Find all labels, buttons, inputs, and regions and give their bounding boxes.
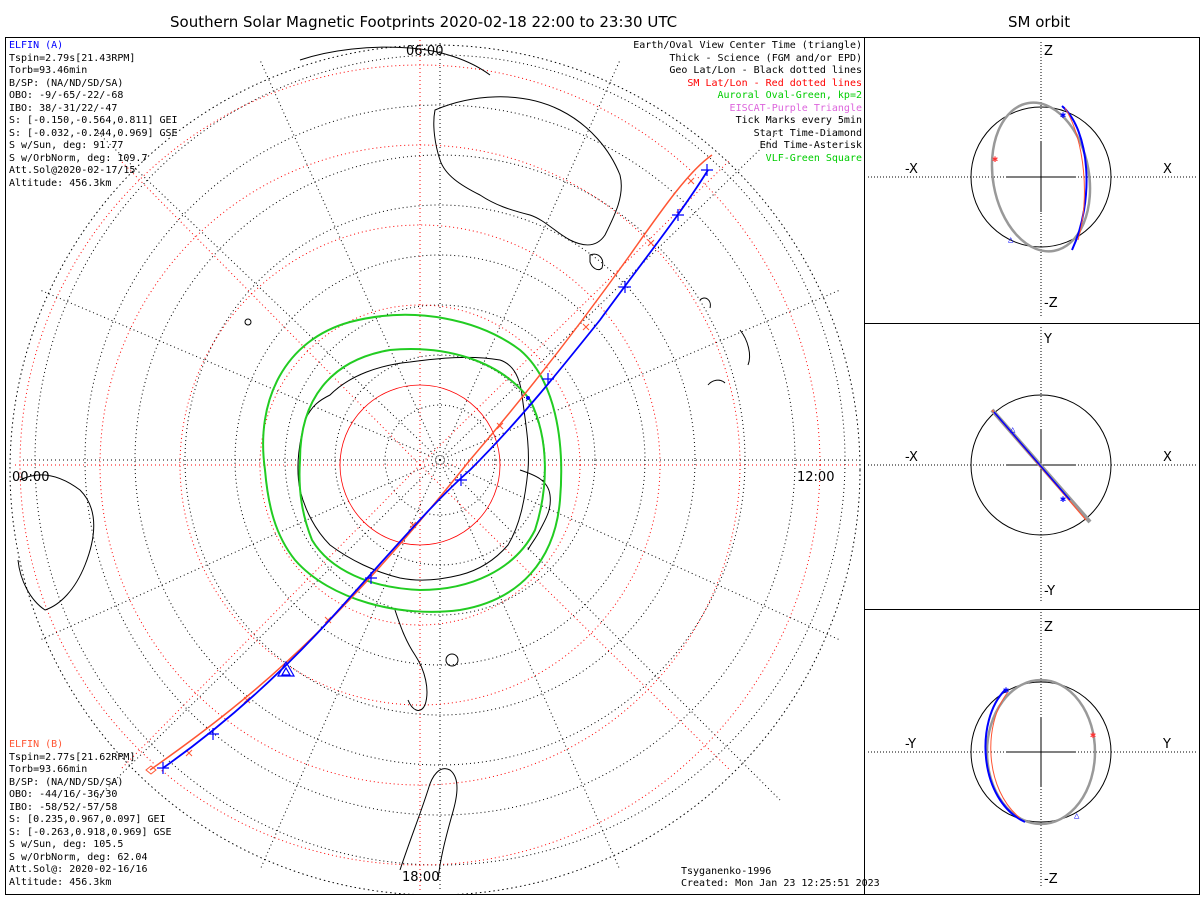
legend: Earth/Oval View Center Time (triangle) T… bbox=[633, 40, 862, 165]
auroral-oval bbox=[262, 313, 563, 613]
orbit-xy-top-label: Y bbox=[1044, 332, 1052, 347]
svg-text:✱: ✱ bbox=[1060, 110, 1066, 121]
orbit-plot-xy: △ ✱ bbox=[868, 327, 1198, 602]
orbit-xy-bottom-label: -Y bbox=[1044, 584, 1056, 599]
elfin-b-line: S w/OrbNorm, deg: 62.04 bbox=[9, 851, 148, 863]
elfin-b-line: Altitude: 456.3km bbox=[9, 876, 112, 888]
orbit-xy-left-label: -X bbox=[905, 450, 918, 465]
elfin-a-line: B/SP: (NA/ND/SD/SA) bbox=[9, 77, 124, 89]
svg-text:△: △ bbox=[1008, 235, 1014, 245]
clock-label-bottom: 18:00 bbox=[402, 870, 440, 885]
legend-item: Start Time-Diamond bbox=[753, 127, 862, 139]
elfin-a-track bbox=[157, 164, 713, 774]
orbit-plot-xz: ✱ △ ✱ bbox=[868, 42, 1198, 316]
elfin-a-line: Torb=93.46min bbox=[9, 65, 88, 76]
legend-item: VLF-Green Square bbox=[765, 152, 862, 164]
legend-item: Auroral Oval-Green, kp=2 bbox=[717, 90, 863, 101]
created-credit: Created: Mon Jan 23 12:25:51 2023 bbox=[681, 878, 880, 889]
elfin-b-info: ELFIN (B) Tspin=2.77s[21.62RPM] Torb=93.… bbox=[9, 739, 172, 889]
elfin-b-line: Att.Sol@: 2020-02-16/16 bbox=[9, 864, 148, 875]
elfin-b-track bbox=[145, 154, 713, 775]
model-credit: Tsyganenko-1996 bbox=[681, 866, 772, 877]
legend-item: Earth/Oval View Center Time (triangle) bbox=[633, 40, 862, 51]
orbit-xz-top-label: Z bbox=[1044, 44, 1053, 59]
elfin-a-line: S: [-0.150,-0.564,0.811] GEI bbox=[9, 115, 178, 126]
elfin-a-line: S: [-0.032,-0.244,0.969] GSE bbox=[9, 127, 178, 139]
elfin-a-line: Altitude: 456.3km bbox=[9, 177, 112, 189]
geo-grid bbox=[20, 40, 860, 890]
elfin-a-line: IBO: 38/-31/22/-47 bbox=[9, 102, 118, 114]
elfin-b-line: S: [0.235,0.967,0.097] GEI bbox=[9, 814, 166, 825]
legend-item: Thick - Science (FGM and/or EPD) bbox=[669, 52, 862, 64]
orbit-yz-top-label: Z bbox=[1044, 620, 1053, 635]
orbit-xz-right-label: X bbox=[1163, 162, 1172, 177]
orbit-yz-bottom-label: -Z bbox=[1044, 872, 1058, 887]
svg-text:✱: ✱ bbox=[1060, 494, 1066, 505]
legend-item: EISCAT-Purple Triangle bbox=[729, 102, 862, 114]
svg-text:✱: ✱ bbox=[992, 154, 998, 165]
elfin-b-line: B/SP: (NA/ND/SD/SA) bbox=[9, 776, 124, 788]
plot-title: Southern Solar Magnetic Footprints 2020-… bbox=[170, 13, 678, 31]
orbit-xy-right-label: X bbox=[1163, 450, 1172, 465]
orbit-plot-yz: ✱ △ ✱ bbox=[868, 612, 1198, 888]
svg-text:△: △ bbox=[1010, 425, 1016, 435]
legend-item: Tick Marks every 5min bbox=[735, 115, 862, 126]
orbit-panel-title: SM orbit bbox=[1008, 13, 1071, 31]
coastlines bbox=[17, 46, 751, 881]
legend-item: Geo Lat/Lon - Black dotted lines bbox=[669, 65, 862, 76]
elfin-a-name: ELFIN (A) bbox=[9, 40, 64, 51]
elfin-b-line: OBO: -44/16/-36/30 bbox=[9, 789, 118, 800]
elfin-b-line: S w/Sun, deg: 105.5 bbox=[9, 839, 124, 850]
legend-item: End Time-Asterisk bbox=[759, 140, 862, 151]
clock-label-left: 00:00 bbox=[12, 470, 50, 485]
legend-item: SM Lat/Lon - Red dotted lines bbox=[687, 77, 862, 89]
orbit-xz-bottom-label: -Z bbox=[1044, 296, 1058, 311]
svg-text:✱: ✱ bbox=[1003, 685, 1009, 696]
elfin-b-line: S: [-0.263,0.918,0.969] GSE bbox=[9, 826, 172, 838]
polar-map bbox=[9, 40, 861, 894]
elfin-b-line: IBO: -58/52/-57/58 bbox=[9, 801, 118, 813]
elfin-a-line: Att.Sol@2020-02-17/15 bbox=[9, 165, 136, 176]
orbit-yz-right-label: Y bbox=[1163, 737, 1171, 752]
sm-grid bbox=[15, 40, 860, 890]
elfin-a-line: S w/OrbNorm, deg: 109.7 bbox=[9, 152, 148, 164]
orbit-yz-left-label: -Y bbox=[905, 737, 917, 752]
elfin-a-info: ELFIN (A) Tspin=2.79s[21.43RPM] Torb=93.… bbox=[9, 40, 178, 190]
elfin-a-line: OBO: -9/-65/-22/-68 bbox=[9, 90, 124, 101]
orbit-xz-left-label: -X bbox=[905, 162, 918, 177]
view-center-triangle bbox=[276, 660, 296, 677]
clock-label-top: 06:00 bbox=[406, 44, 444, 59]
elfin-b-name: ELFIN (B) bbox=[9, 739, 64, 750]
elfin-b-line: Tspin=2.77s[21.62RPM] bbox=[9, 751, 136, 763]
elfin-b-line: Torb=93.66min bbox=[9, 764, 88, 775]
clock-label-right: 12:00 bbox=[797, 470, 835, 485]
svg-text:✱: ✱ bbox=[1090, 730, 1096, 741]
elfin-a-line: S w/Sun, deg: 91.77 bbox=[9, 140, 124, 151]
svg-text:△: △ bbox=[1074, 811, 1080, 821]
elfin-a-line: Tspin=2.79s[21.43RPM] bbox=[9, 52, 136, 64]
